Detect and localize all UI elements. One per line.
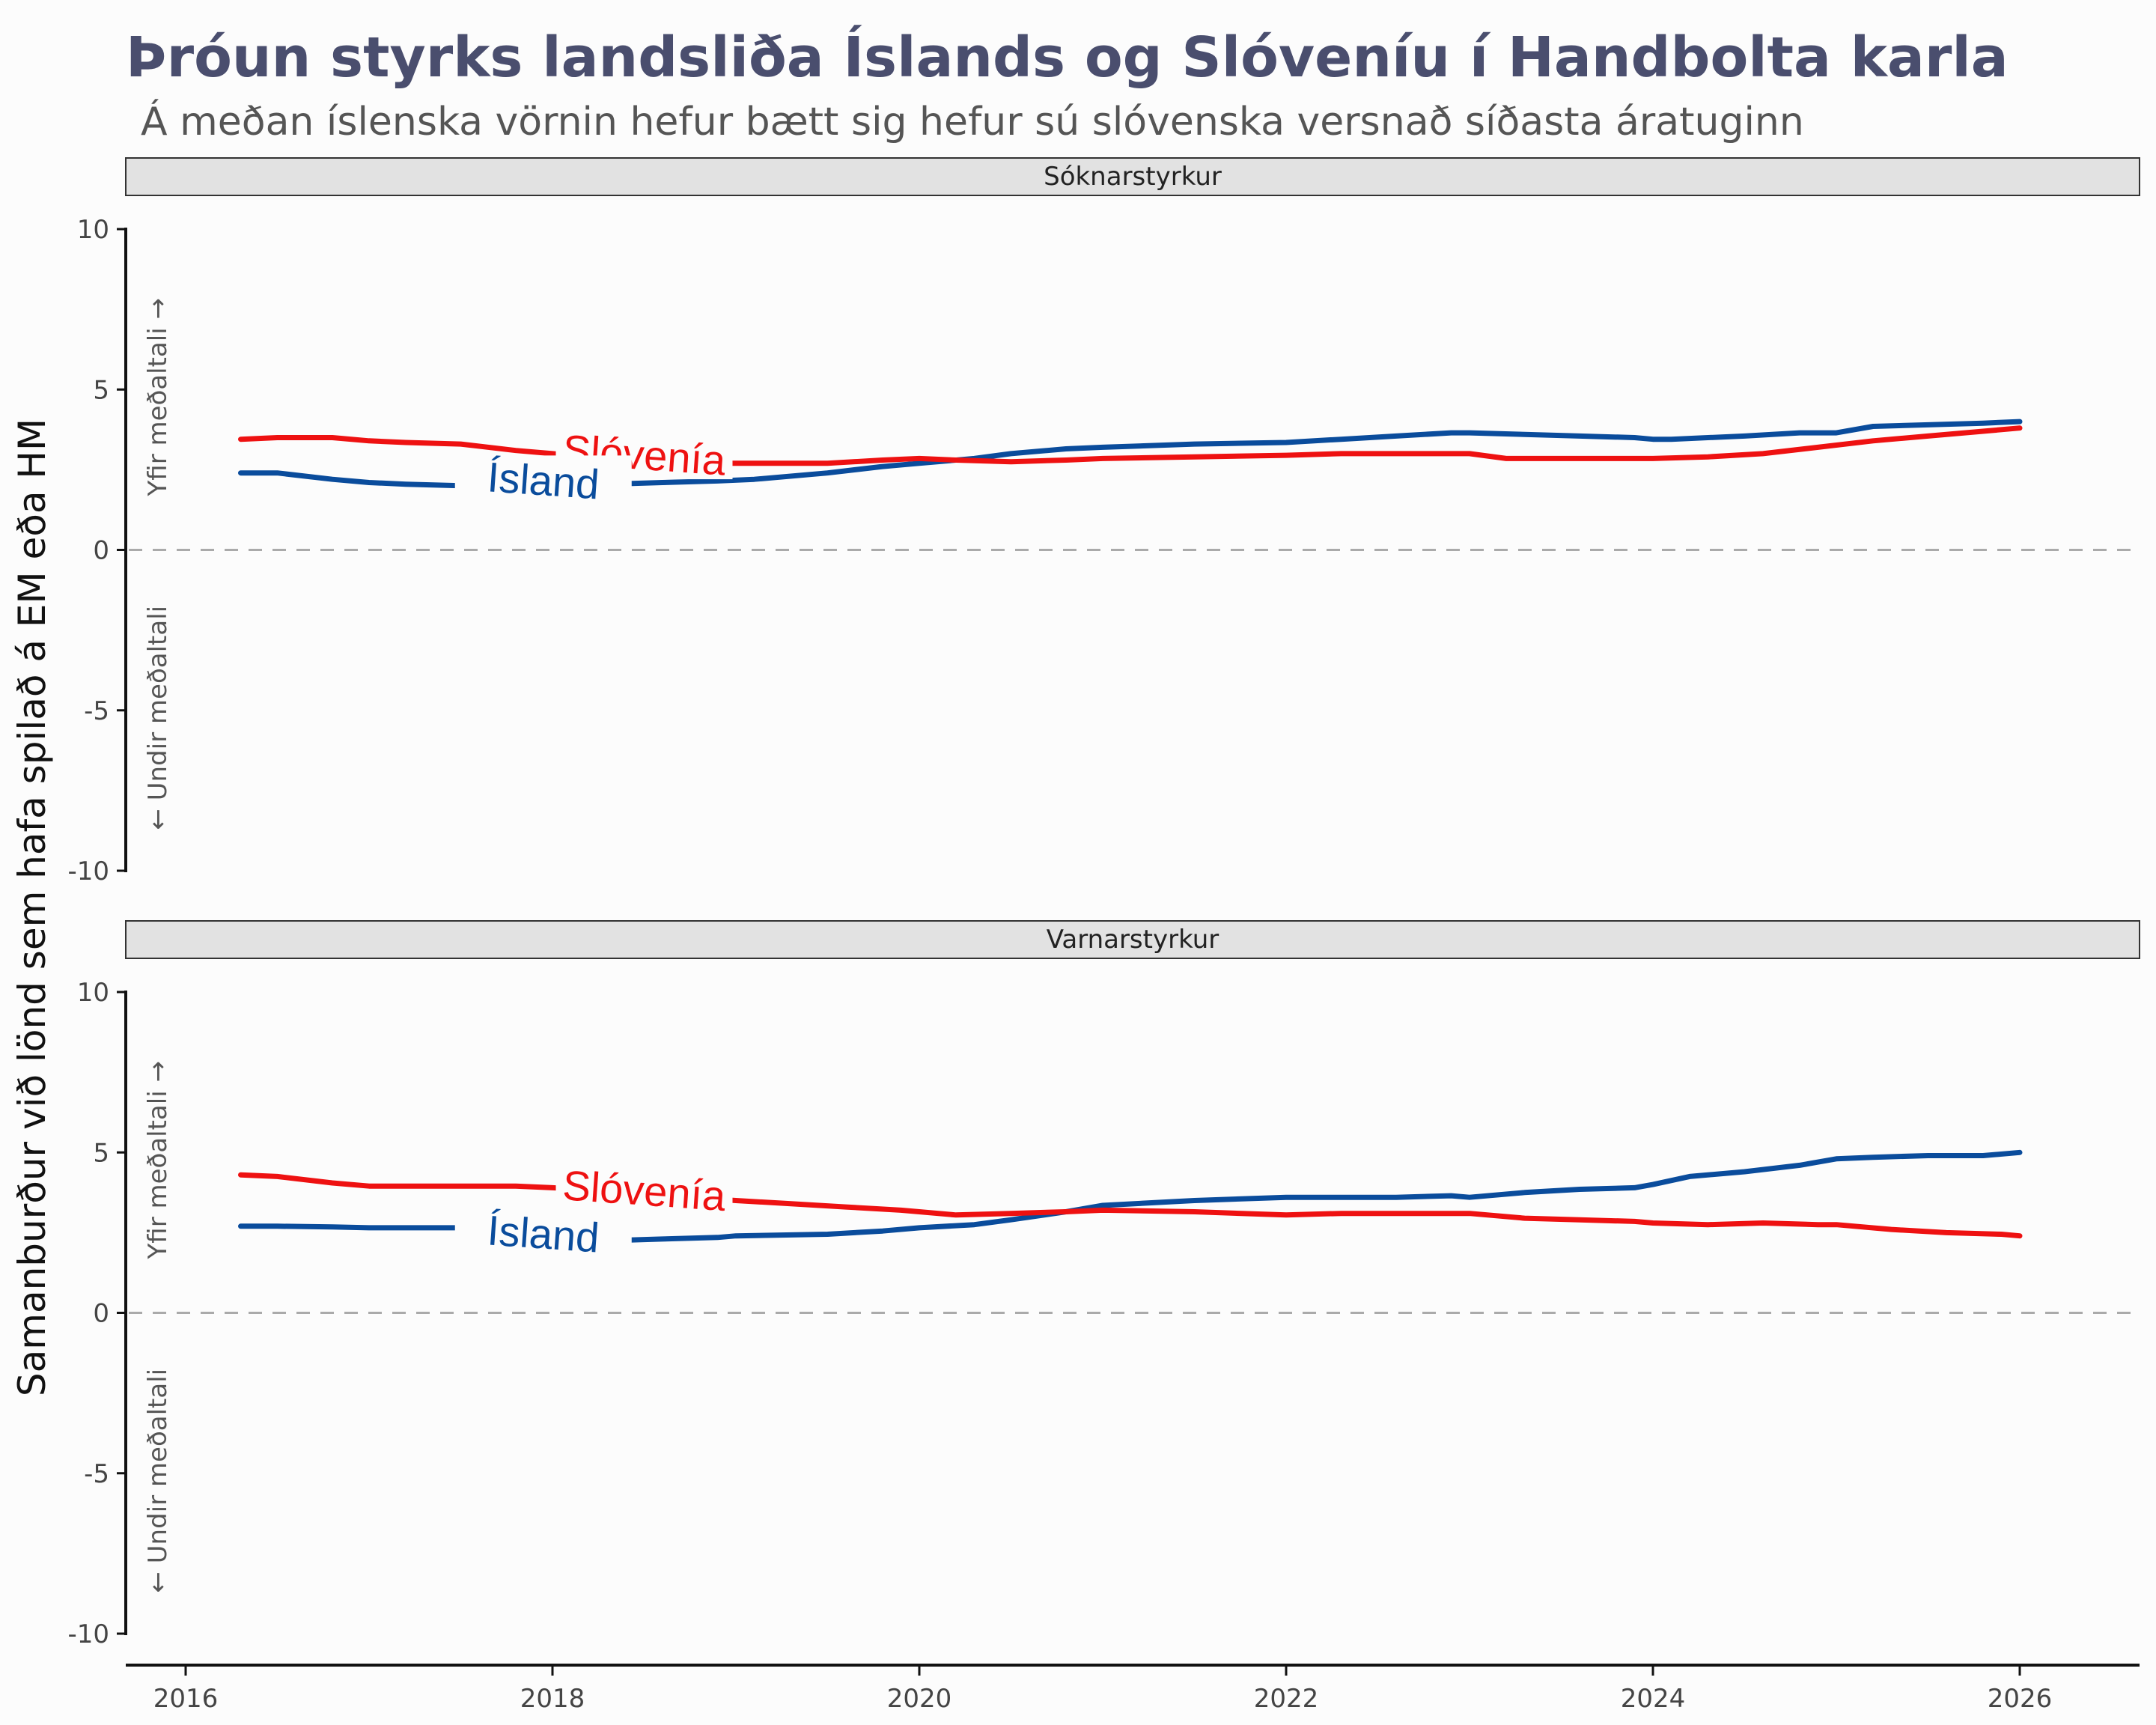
series-label-background (454, 455, 632, 505)
above-average-note: Yfir meðaltali → (143, 1061, 173, 1259)
facet-strip (125, 920, 2140, 959)
series-line-slovenia (238, 1172, 2023, 1239)
x-tick-label: 2026 (1988, 1684, 2053, 1714)
series-label-background (555, 1165, 733, 1215)
y-tick-label: 5 (93, 1138, 109, 1168)
y-tick-label: -5 (84, 696, 109, 726)
series-label-island: Ísland (486, 1206, 600, 1261)
below-average-note: ← Undir meðaltali (143, 606, 173, 830)
chart-title: Þróun styrks landsliða Íslands og Slóven… (126, 24, 2009, 90)
x-tick-label: 2018 (520, 1684, 585, 1714)
x-tick-label: 2022 (1254, 1684, 1319, 1714)
above-average-note: Yfir meðaltali → (143, 298, 173, 496)
below-average-note: ← Undir meðaltali (143, 1369, 173, 1593)
panel-varnarstyrkur: Varnarstyrkur -10 -5 0 5 10 Yfir meðaltali → ← … (67, 920, 2140, 1649)
y-tick-label: 10 (77, 978, 109, 1008)
series-label-group-island: Ísland (454, 453, 632, 508)
facet-strip-label: Varnarstyrkur (1047, 925, 1219, 955)
x-tick-label: 2016 (153, 1684, 219, 1714)
y-tick-label: 0 (93, 536, 109, 566)
y-tick-label: -10 (67, 857, 109, 886)
y-tick-label: 10 (77, 215, 109, 245)
y-tick-label: 0 (93, 1299, 109, 1329)
x-axis: 2016 2018 2020 2022 2024 2026 (126, 1664, 2140, 1714)
y-tick-label: 5 (93, 375, 109, 405)
chart-subtitle: Á meðan íslenska vörnin hefur bætt sig h… (141, 99, 1804, 144)
series-label-background (454, 1208, 632, 1259)
facet-strip-label: Sóknarstyrkur (1044, 162, 1222, 192)
facet-strip (125, 157, 2140, 196)
panel-soknarstyrkur: Sóknarstyrkur -10 -5 0 5 10 Yfir meðaltali → ← … (67, 157, 2140, 886)
y-tick-label: -5 (84, 1459, 109, 1489)
x-tick-label: 2020 (887, 1684, 952, 1714)
y-tick-label: -10 (67, 1619, 109, 1649)
series-label-island: Ísland (486, 453, 600, 508)
chart-panels: Sóknarstyrkur -10 -5 0 5 10 Yfir meðaltali → ← … (67, 157, 2140, 1649)
x-tick-label: 2024 (1621, 1684, 1686, 1714)
series-label-group-island: Ísland (454, 1206, 632, 1262)
series-line-slovenia (238, 425, 2023, 466)
y-axis-title: Samanburður við lönd sem hafa spilað á E… (10, 419, 54, 1396)
